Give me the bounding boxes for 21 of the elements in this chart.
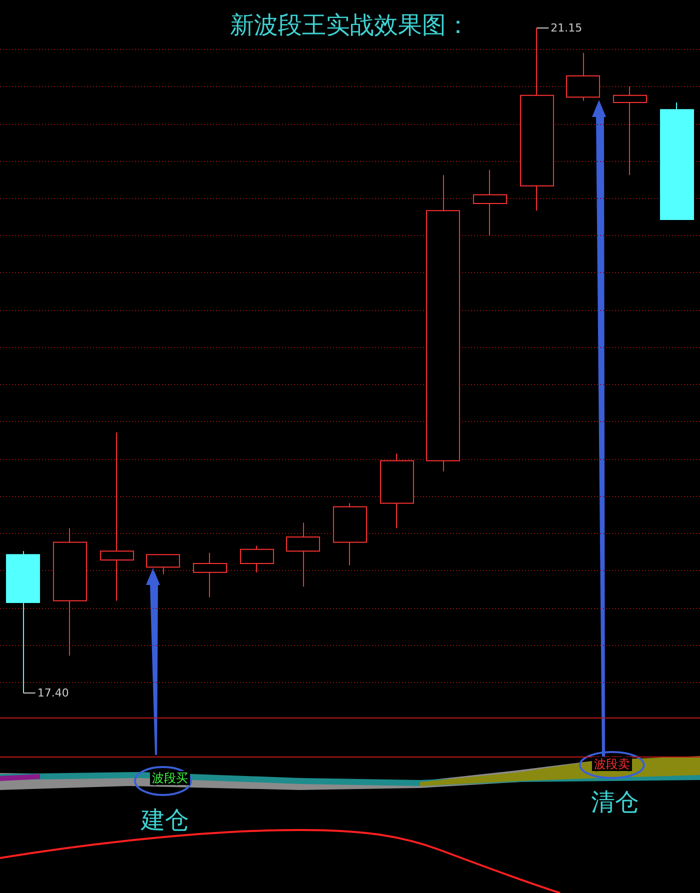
candlestick	[193, 552, 227, 598]
text: 建仓	[140, 806, 189, 834]
candlestick	[660, 102, 694, 220]
chart-title: 新波段王实战效果图：	[230, 11, 470, 39]
candlestick	[53, 528, 87, 656]
candlestick	[333, 502, 367, 566]
candlestick	[6, 550, 40, 694]
candlestick	[146, 554, 180, 575]
annotation: 21.15	[550, 22, 582, 34]
text: 清仓	[591, 788, 639, 816]
candlestick	[613, 86, 647, 176]
annotation: 17.40	[37, 686, 69, 700]
candlestick	[380, 453, 414, 529]
candlestick	[426, 174, 460, 472]
candlestick	[100, 432, 134, 602]
text: 波段买	[152, 771, 188, 785]
candlestick	[566, 52, 600, 102]
candlestick	[286, 522, 320, 588]
text: 波段卖	[594, 757, 630, 771]
candlestick	[240, 545, 274, 573]
candlestick	[473, 169, 507, 236]
